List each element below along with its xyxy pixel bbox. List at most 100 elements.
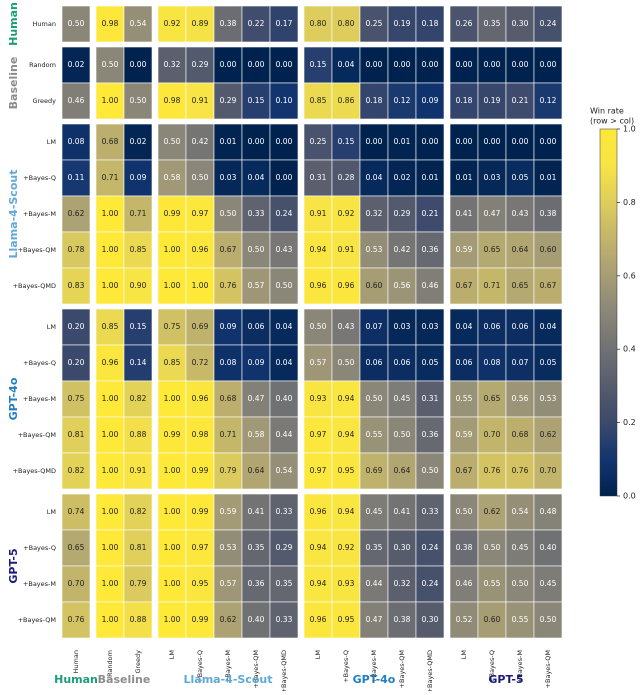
cell-value: 1.00 (102, 245, 119, 254)
heatmap-cell (533, 565, 563, 603)
row-label: Random (29, 61, 56, 69)
cell-value: 0.64 (248, 466, 265, 475)
cell-value: 0.40 (248, 615, 265, 624)
cell-value: 0.36 (248, 579, 265, 588)
cell-value: 0.20 (68, 358, 85, 367)
heatmap-cell (359, 565, 389, 603)
cell-value: 0.00 (276, 137, 293, 146)
cell-value: 0.99 (164, 430, 181, 439)
cell-value: 0.00 (366, 137, 383, 146)
cell-value: 0.47 (248, 394, 265, 403)
cell-value: 0.86 (338, 96, 355, 105)
cell-value: 0.33 (422, 507, 439, 516)
heatmap-cell (185, 452, 215, 490)
heatmap-cell (213, 46, 243, 84)
heatmap-cell (331, 565, 361, 603)
heatmap-cell (387, 82, 417, 120)
cell-value: 0.00 (220, 60, 237, 69)
cell-value: 0.00 (422, 137, 439, 146)
cell-value: 0.00 (276, 60, 293, 69)
cell-value: 0.32 (164, 60, 181, 69)
cell-value: 0.24 (422, 579, 439, 588)
cell-value: 0.01 (394, 137, 411, 146)
colorbar-label: Win rate (590, 107, 624, 116)
heatmap-cell (533, 380, 563, 418)
cell-value: 0.80 (338, 19, 355, 28)
cell-value: 0.32 (394, 579, 411, 588)
cell-value: 0.50 (102, 60, 119, 69)
cell-value: 0.60 (484, 615, 501, 624)
cell-value: 0.94 (338, 507, 355, 516)
cell-value: 0.00 (456, 137, 473, 146)
cell-value: 0.62 (484, 507, 501, 516)
col-label: LM (314, 650, 322, 659)
col-group-label: Baseline (98, 673, 151, 686)
colorbar-label: (row > col) (590, 117, 634, 126)
cell-value: 0.38 (540, 209, 557, 218)
col-label: Random (106, 650, 114, 677)
heatmap-cell (123, 380, 153, 418)
heatmap-cell (95, 380, 125, 418)
cell-value: 0.26 (456, 19, 473, 28)
cell-value: 0.81 (68, 430, 85, 439)
cell-value: 1.00 (164, 579, 181, 588)
heatmap-cell (241, 529, 271, 567)
row-group-label: GPT-5 (7, 548, 20, 583)
cell-value: 0.74 (68, 507, 85, 516)
heatmap-cell (185, 267, 215, 305)
heatmap-cell (123, 267, 153, 305)
heatmap-cell (505, 601, 535, 639)
heatmap-cell (331, 82, 361, 120)
heatmap-cell (303, 565, 333, 603)
cell-value: 0.69 (366, 466, 383, 475)
cell-value: 0.93 (310, 394, 327, 403)
cell-value: 0.50 (68, 19, 85, 28)
cell-value: 0.46 (456, 579, 473, 588)
col-label: Greedy (134, 650, 142, 674)
heatmap-cell (95, 601, 125, 639)
heatmap-cell (387, 308, 417, 346)
cell-value: 0.04 (276, 358, 293, 367)
cell-value: 0.09 (130, 173, 147, 182)
cell-value: 0.04 (540, 322, 557, 331)
cell-value: 0.08 (68, 137, 85, 146)
cell-value: 0.31 (422, 394, 439, 403)
cell-value: 1.00 (164, 507, 181, 516)
cell-value: 0.24 (540, 19, 557, 28)
heatmap-cell (123, 601, 153, 639)
heatmap-cell (213, 344, 243, 382)
heatmap-cell (95, 308, 125, 346)
heatmap-cell (185, 5, 215, 43)
cell-value: 0.53 (366, 245, 383, 254)
cell-value: 1.00 (102, 507, 119, 516)
row-group-label: GPT-4o (7, 377, 20, 420)
cell-value: 0.01 (220, 137, 237, 146)
heatmap-cell (157, 601, 187, 639)
cell-value: 1.00 (102, 466, 119, 475)
heatmap-cell (533, 267, 563, 305)
heatmap-cell (241, 123, 271, 161)
cell-value: 0.50 (220, 209, 237, 218)
heatmap-cell (61, 416, 91, 454)
heatmap-cell (449, 195, 479, 233)
col-label: +Bayes-Q (488, 650, 496, 683)
cell-value: 0.92 (338, 209, 355, 218)
cell-value: 0.50 (164, 137, 181, 146)
cell-value: 0.75 (164, 322, 181, 331)
heatmap-cell (61, 380, 91, 418)
cell-value: 0.30 (512, 19, 529, 28)
heatmap-cell (477, 529, 507, 567)
col-label: +Bayes-QMD (280, 650, 288, 691)
cell-value: 0.50 (276, 281, 293, 290)
cell-value: 0.38 (394, 615, 411, 624)
cell-value: 0.02 (130, 137, 147, 146)
cell-value: 0.24 (276, 209, 293, 218)
heatmap-cell (415, 267, 445, 305)
cell-value: 0.76 (512, 466, 529, 475)
row-label: +Bayes-M (23, 395, 56, 403)
cell-value: 0.40 (276, 394, 293, 403)
heatmap-cell (505, 493, 535, 531)
heatmap-cell (415, 82, 445, 120)
cell-value: 0.78 (68, 245, 85, 254)
cell-value: 0.62 (540, 430, 557, 439)
